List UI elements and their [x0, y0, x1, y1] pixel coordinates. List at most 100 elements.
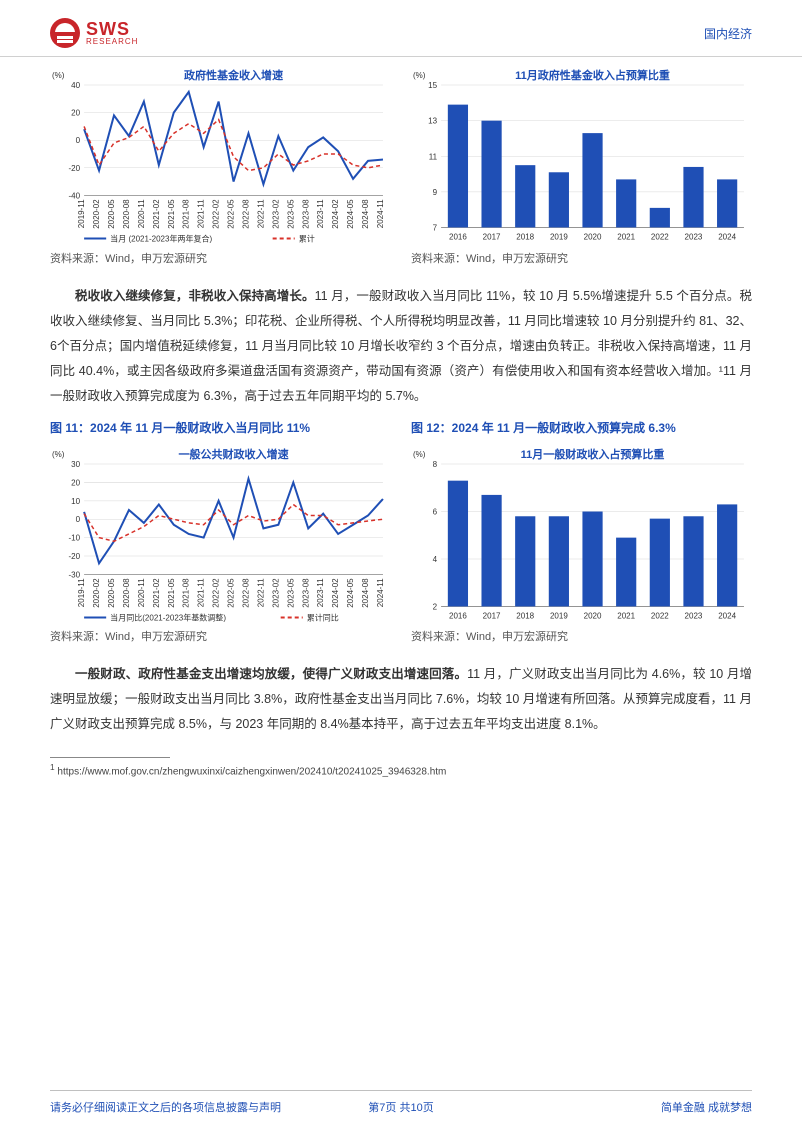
- svg-text:2020-02: 2020-02: [92, 199, 101, 229]
- svg-text:2016: 2016: [449, 232, 467, 241]
- page-footer: 请务必仔细阅读正文之后的各项信息披露与声明 第7页 共10页 简单金融 成就梦想: [50, 1090, 752, 1115]
- svg-text:20: 20: [71, 109, 80, 118]
- logo-icon: [50, 18, 80, 48]
- chart10-container: 11月政府性基金收入占预算比重(%)7911131520162017201820…: [411, 67, 752, 266]
- svg-text:0: 0: [76, 136, 81, 145]
- svg-text:2023-08: 2023-08: [301, 199, 310, 229]
- svg-text:2020-08: 2020-08: [122, 199, 131, 229]
- svg-text:2017: 2017: [483, 232, 501, 241]
- svg-text:累计: 累计: [299, 233, 315, 243]
- svg-text:-10: -10: [69, 533, 81, 542]
- fig11-title: 图 11：2024 年 11 月一般财政收入当月同比 11%: [50, 419, 391, 436]
- svg-text:2023: 2023: [685, 611, 703, 620]
- svg-text:累计同比: 累计同比: [307, 612, 339, 622]
- chart10-source: 资料来源：Wind，申万宏源研究: [411, 250, 752, 266]
- chart9-container: 政府性基金收入增速(%)-40-20020402019-112020-02202…: [50, 67, 391, 266]
- svg-text:(%): (%): [413, 450, 426, 459]
- svg-text:13: 13: [428, 117, 437, 126]
- svg-text:(%): (%): [52, 71, 65, 80]
- chart-row-2: 一般公共财政收入增速(%)-30-20-1001020302019-112020…: [50, 446, 752, 645]
- logo: SWS RESEARCH: [50, 18, 138, 48]
- logo-research: RESEARCH: [86, 38, 138, 46]
- svg-text:-20: -20: [69, 164, 81, 173]
- svg-text:30: 30: [71, 460, 80, 469]
- svg-text:2024-05: 2024-05: [346, 199, 355, 229]
- svg-text:2023-02: 2023-02: [271, 577, 280, 607]
- chart11-container: 一般公共财政收入增速(%)-30-20-1001020302019-112020…: [50, 446, 391, 645]
- page-content: 政府性基金收入增速(%)-40-20020402019-112020-02202…: [0, 57, 802, 787]
- svg-text:2020-11: 2020-11: [137, 577, 146, 606]
- svg-text:2024: 2024: [718, 232, 736, 241]
- svg-text:2019: 2019: [550, 611, 568, 620]
- chart11-svg: 一般公共财政收入增速(%)-30-20-1001020302019-112020…: [50, 446, 391, 627]
- svg-text:-30: -30: [69, 570, 81, 579]
- svg-text:2021-05: 2021-05: [167, 577, 176, 607]
- svg-text:2023: 2023: [685, 232, 703, 241]
- svg-text:2020-02: 2020-02: [92, 577, 101, 607]
- svg-text:2019: 2019: [550, 232, 568, 241]
- svg-text:11月政府性基金收入占预算比重: 11月政府性基金收入占预算比重: [515, 68, 670, 82]
- svg-text:(%): (%): [52, 450, 65, 459]
- svg-text:2024-02: 2024-02: [331, 199, 340, 229]
- svg-text:2022: 2022: [651, 232, 669, 241]
- para2-bold: 一般财政、政府性基金支出增速均放缓，使得广义财政支出增速回落。: [75, 667, 467, 681]
- svg-text:2021-08: 2021-08: [182, 199, 191, 229]
- svg-text:政府性基金收入增速: 政府性基金收入增速: [184, 68, 283, 82]
- chart-row-1: 政府性基金收入增速(%)-40-20020402019-112020-02202…: [50, 67, 752, 266]
- svg-text:4: 4: [433, 555, 438, 564]
- svg-text:2021-11: 2021-11: [197, 199, 206, 228]
- svg-text:2020-05: 2020-05: [107, 577, 116, 607]
- svg-text:2019-11: 2019-11: [77, 199, 86, 228]
- svg-text:2022: 2022: [651, 611, 669, 620]
- page-header: SWS RESEARCH 国内经济: [0, 0, 802, 57]
- svg-text:一般公共财政收入增速: 一般公共财政收入增速: [178, 447, 288, 461]
- fig12-title: 图 12：2024 年 11 月一般财政收入预算完成 6.3%: [411, 419, 752, 436]
- logo-sws: SWS: [86, 20, 138, 38]
- svg-text:2024-08: 2024-08: [361, 577, 370, 607]
- footnote: 1 https://www.mof.gov.cn/zhengwuxinxi/ca…: [50, 758, 752, 787]
- svg-text:2022-11: 2022-11: [256, 577, 265, 606]
- svg-text:(%): (%): [413, 71, 426, 80]
- svg-text:11: 11: [429, 152, 438, 161]
- svg-text:2023-11: 2023-11: [316, 199, 325, 228]
- svg-text:2016: 2016: [449, 611, 467, 620]
- para1-bold: 税收收入继续修复，非税收入保持高增长。: [75, 289, 315, 303]
- svg-text:2021-02: 2021-02: [152, 577, 161, 607]
- svg-text:2017: 2017: [483, 611, 501, 620]
- svg-text:2022-08: 2022-08: [241, 577, 250, 607]
- svg-text:9: 9: [433, 188, 438, 197]
- svg-text:7: 7: [433, 223, 438, 232]
- svg-text:2023-02: 2023-02: [271, 199, 280, 229]
- svg-text:2021-08: 2021-08: [182, 577, 191, 607]
- svg-text:2022-11: 2022-11: [256, 199, 265, 228]
- svg-text:2020: 2020: [584, 611, 602, 620]
- footer-right: 简单金融 成就梦想: [661, 1099, 752, 1115]
- svg-text:2020-11: 2020-11: [137, 199, 146, 228]
- svg-text:8: 8: [433, 460, 438, 469]
- svg-text:40: 40: [71, 81, 80, 90]
- svg-text:10: 10: [71, 496, 80, 505]
- para1-text: 11 月，一般财政收入当月同比 11%，较 10 月 5.5%增速提升 5.5 …: [50, 289, 752, 403]
- svg-text:2023-05: 2023-05: [286, 577, 295, 607]
- svg-text:2022-08: 2022-08: [241, 199, 250, 229]
- svg-text:2024-08: 2024-08: [361, 199, 370, 229]
- chart11-source: 资料来源：Wind，申万宏源研究: [50, 628, 391, 644]
- svg-text:2: 2: [433, 602, 438, 611]
- svg-text:20: 20: [71, 478, 80, 487]
- svg-text:2024-05: 2024-05: [346, 577, 355, 607]
- svg-text:2024-11: 2024-11: [376, 199, 385, 228]
- svg-text:2020: 2020: [584, 232, 602, 241]
- svg-text:2023-08: 2023-08: [301, 577, 310, 607]
- svg-text:2022-05: 2022-05: [227, 199, 236, 229]
- svg-text:2018: 2018: [516, 611, 534, 620]
- svg-text:2021: 2021: [617, 611, 635, 620]
- svg-text:2020-05: 2020-05: [107, 199, 116, 229]
- svg-text:0: 0: [76, 515, 81, 524]
- logo-text: SWS RESEARCH: [86, 20, 138, 46]
- svg-text:2020-08: 2020-08: [122, 577, 131, 607]
- svg-text:6: 6: [433, 507, 438, 516]
- svg-text:当月同比(2021-2023年基数调整): 当月同比(2021-2023年基数调整): [110, 612, 226, 622]
- svg-text:-20: -20: [69, 552, 81, 561]
- footer-center: 第7页 共10页: [368, 1099, 433, 1115]
- svg-text:2022-02: 2022-02: [212, 199, 221, 229]
